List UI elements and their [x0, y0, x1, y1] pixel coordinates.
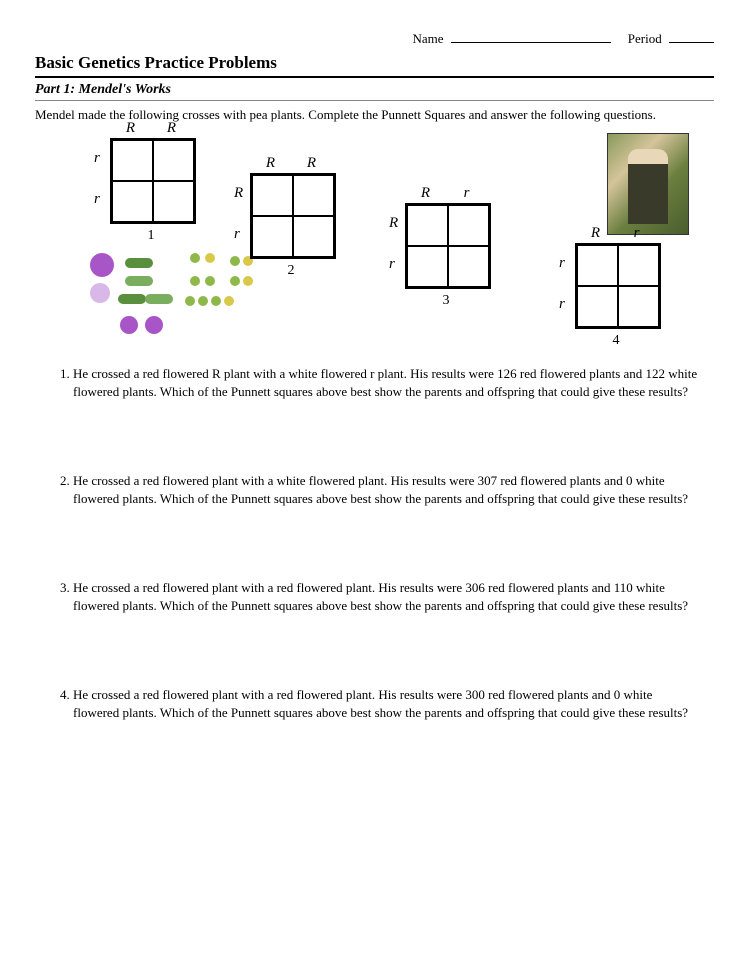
punnett-cell[interactable] [577, 245, 618, 286]
punnett-cell[interactable] [618, 286, 659, 327]
punnett-cell[interactable] [252, 175, 293, 216]
punnett-top-alleles: RR [250, 155, 332, 172]
period-blank[interactable] [669, 30, 714, 43]
punnett-top-alleles: RR [110, 120, 192, 137]
question-item: He crossed a red flowered plant with a r… [73, 686, 714, 721]
name-label: Name [413, 31, 444, 46]
punnett-top-alleles: Rr [575, 225, 657, 242]
punnett-left-alleles: Rr [389, 203, 398, 285]
figures-row: RRrr1RRRr2RrRr3Rrrr4 [35, 133, 714, 353]
punnett-grid[interactable] [250, 173, 336, 259]
period-label: Period [628, 31, 662, 46]
punnett-cell[interactable] [448, 246, 489, 287]
punnett-grid[interactable] [110, 138, 196, 224]
header-line: Name Period [35, 30, 714, 47]
punnett-left-alleles: Rr [234, 173, 243, 255]
punnett-cell[interactable] [112, 140, 153, 181]
punnett-cell[interactable] [153, 181, 194, 222]
punnett-left-alleles: rr [94, 138, 100, 220]
punnett-grid[interactable] [405, 203, 491, 289]
question-item: He crossed a red flowered plant with a w… [73, 472, 714, 507]
punnett-number: 1 [110, 228, 192, 244]
punnett-number: 2 [250, 263, 332, 279]
question-item: He crossed a red flowered plant with a r… [73, 579, 714, 614]
punnett-cell[interactable] [293, 216, 334, 257]
punnett-square-3: RrRr3 [405, 203, 487, 309]
question-item: He crossed a red flowered R plant with a… [73, 365, 714, 400]
part-heading: Part 1: Mendel's Works [35, 82, 714, 101]
punnett-cell[interactable] [577, 286, 618, 327]
punnett-cell[interactable] [618, 245, 659, 286]
punnett-cell[interactable] [407, 246, 448, 287]
punnett-cell[interactable] [252, 216, 293, 257]
name-blank[interactable] [451, 30, 611, 43]
punnett-cell[interactable] [112, 181, 153, 222]
punnett-top-alleles: Rr [405, 185, 487, 202]
page-title: Basic Genetics Practice Problems [35, 53, 714, 78]
mendel-portrait [607, 133, 689, 235]
question-list: He crossed a red flowered R plant with a… [35, 365, 714, 721]
pea-cross-diagram [90, 248, 260, 348]
punnett-cell[interactable] [153, 140, 194, 181]
punnett-grid[interactable] [575, 243, 661, 329]
punnett-number: 4 [575, 333, 657, 349]
punnett-square-2: RRRr2 [250, 173, 332, 279]
punnett-number: 3 [405, 293, 487, 309]
punnett-cell[interactable] [407, 205, 448, 246]
punnett-cell[interactable] [293, 175, 334, 216]
punnett-cell[interactable] [448, 205, 489, 246]
punnett-square-1: RRrr1 [110, 138, 192, 244]
punnett-square-4: Rrrr4 [575, 243, 657, 349]
punnett-left-alleles: rr [559, 243, 565, 325]
